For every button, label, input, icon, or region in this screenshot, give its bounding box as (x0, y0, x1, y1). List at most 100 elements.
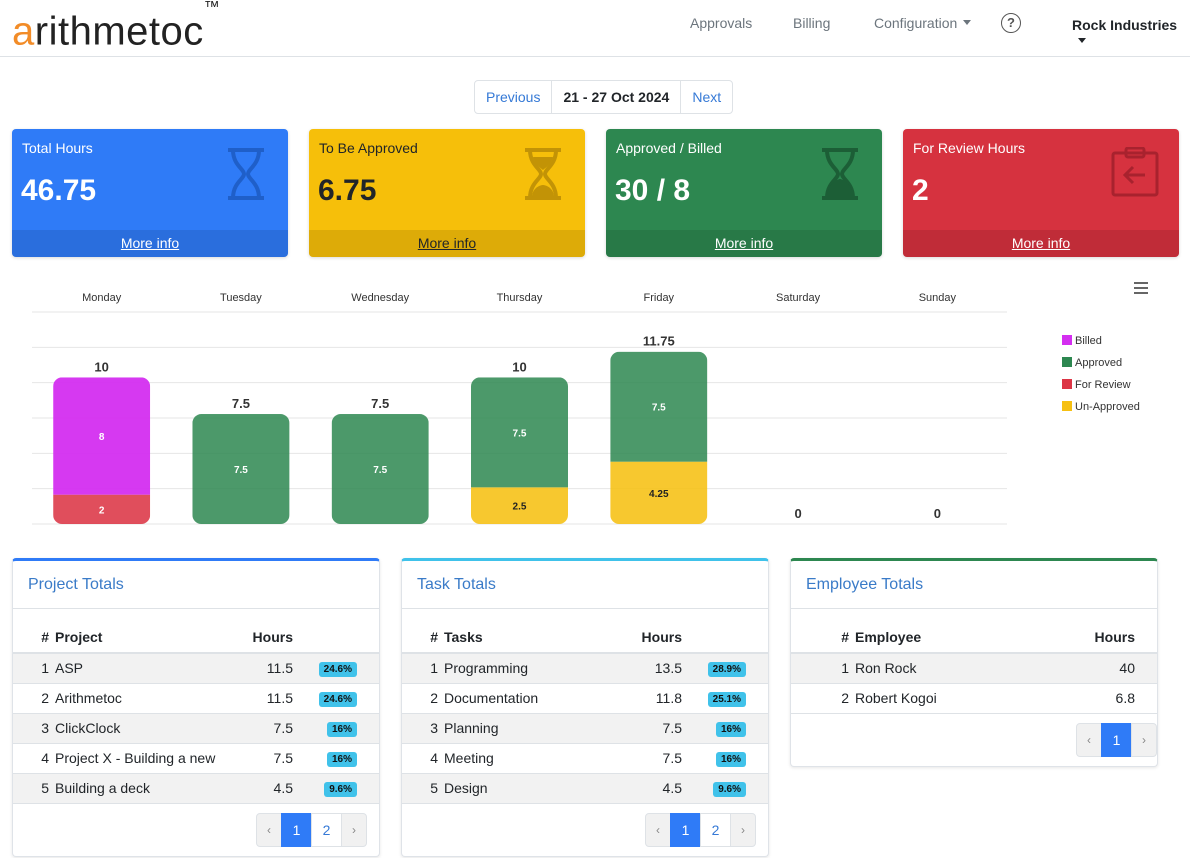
project-totals-table: # Project Hours 1 ASP 11.5 24.6% 2 Arithmetoc… (13, 621, 379, 804)
row-name: Design (444, 773, 622, 804)
pagination-prev[interactable]: ‹ (645, 812, 671, 847)
stat-value: 2 (912, 174, 929, 207)
percent-badge: 24.6% (318, 692, 357, 707)
row-name: Project X - Building a new (55, 743, 233, 774)
percent-badge: 9.6% (324, 782, 357, 797)
bar-segment (53, 377, 151, 495)
company-menu[interactable]: Rock Industries (1072, 17, 1190, 49)
row-name: ClickClock (55, 713, 233, 744)
task-totals-table: # Tasks Hours 1 Programming 13.5 28.9% 2 Docu… (402, 621, 768, 804)
total-label: 10 (94, 359, 108, 374)
total-label: 0 (934, 506, 941, 521)
percent-badge: 16% (715, 722, 746, 737)
row-name: Meeting (444, 743, 622, 774)
data-label: 2.5 (513, 502, 527, 513)
table-row: 2 Documentation 11.8 25.1% (402, 683, 768, 714)
more-info-link[interactable]: More info (903, 230, 1179, 257)
stat-label: For Review Hours (913, 140, 1026, 156)
pagination-prev[interactable]: ‹ (1076, 722, 1102, 757)
row-name: Arithmetoc (55, 683, 233, 714)
stat-value: 30 / 8 (615, 174, 691, 207)
col-tasks: Tasks (444, 621, 622, 654)
row-hours: 7.5 (233, 713, 293, 744)
row-hours: 4.5 (233, 773, 293, 804)
pagination-page[interactable]: 1 (281, 812, 312, 847)
col-number: # (402, 621, 444, 654)
more-info-link[interactable]: More info (606, 230, 882, 257)
stat-label: To Be Approved (319, 140, 418, 156)
table-row: 2 Arithmetoc 11.5 24.6% (13, 683, 379, 714)
row-name: Programming (444, 653, 622, 684)
pagination-prev[interactable]: ‹ (256, 812, 282, 847)
project-totals-panel: Project Totals # Project Hours 1 ASP 11.5 2… (12, 558, 380, 857)
stat-label: Approved / Billed (616, 140, 722, 156)
panel-title: Task Totals (402, 561, 768, 609)
legend-swatch (1062, 379, 1072, 389)
data-label: 7.5 (373, 465, 387, 476)
more-info-link[interactable]: More info (309, 230, 585, 257)
stat-value: 6.75 (318, 174, 377, 207)
nav-billing[interactable]: Billing (793, 15, 831, 31)
pagination-page[interactable]: 2 (700, 812, 731, 847)
clipboard-return-icon (1111, 147, 1159, 197)
bar-segment (471, 377, 568, 488)
legend-swatch (1062, 335, 1072, 345)
nav-approvals[interactable]: Approvals (690, 15, 753, 31)
row-number: 1 (791, 653, 855, 684)
chart-menu-icon[interactable] (1134, 282, 1148, 297)
pagination-page[interactable]: 2 (311, 812, 342, 847)
legend-entry: Un-Approved (1075, 401, 1140, 413)
row-hours: 40 (1077, 653, 1157, 684)
employee-pagination: ‹ 1 › (791, 714, 1157, 766)
percent-badge: 9.6% (713, 782, 746, 797)
stat-for-review: For Review Hours 2 More info (903, 129, 1179, 257)
more-info-link[interactable]: More info (12, 230, 288, 257)
bar-segment (610, 461, 708, 524)
help-icon[interactable]: ? (1001, 13, 1021, 33)
row-number: 2 (13, 683, 55, 714)
total-label: 10 (512, 359, 526, 374)
row-number: 3 (402, 713, 444, 744)
percent-badge: 16% (715, 752, 746, 767)
row-name: Building a deck (55, 773, 233, 804)
bar-segment (471, 487, 568, 524)
row-number: 5 (402, 773, 444, 804)
row-name: Robert Kogoi (855, 683, 1077, 714)
pagination-next[interactable]: › (1131, 722, 1157, 757)
percent-badge: 16% (326, 722, 357, 737)
percent-badge: 24.6% (318, 662, 357, 678)
logo[interactable]: arithmetoc™ (12, 0, 221, 54)
table-row: 2 Robert Kogoi 6.8 (791, 683, 1157, 714)
table-row: 4 Meeting 7.5 16% (402, 743, 768, 774)
percent-badge: 16% (326, 752, 357, 767)
next-week-button[interactable]: Next (692, 89, 722, 105)
table-row: 5 Building a deck 4.5 9.6% (13, 773, 379, 804)
row-hours: 4.5 (622, 773, 682, 804)
table-row: 1 ASP 11.5 24.6% (13, 653, 379, 684)
legend-entry: Approved (1075, 357, 1122, 369)
row-number: 2 (791, 683, 855, 714)
pagination-page[interactable]: 1 (1101, 722, 1132, 757)
table-row: 1 Programming 13.5 28.9% (402, 653, 768, 684)
x-tick-label: Wednesday (351, 292, 409, 304)
previous-week-button[interactable]: Previous (486, 89, 541, 105)
col-number: # (791, 621, 855, 654)
x-tick-label: Friday (644, 292, 675, 304)
col-employee: Employee (855, 621, 1077, 654)
nav-configuration[interactable]: Configuration (874, 15, 972, 31)
navbar: arithmetoc™ Approvals Billing Configurat… (0, 0, 1190, 57)
table-row: 5 Design 4.5 9.6% (402, 773, 768, 804)
bar-segment (53, 494, 151, 524)
row-hours: 7.5 (233, 743, 293, 774)
hourglass-empty-icon (228, 148, 264, 200)
col-project: Project (55, 621, 233, 654)
legend-swatch (1062, 401, 1072, 411)
stat-approved-billed: Approved / Billed 30 / 8 More info (606, 129, 882, 257)
pagination-next[interactable]: › (341, 812, 367, 847)
row-hours: 7.5 (622, 743, 682, 774)
x-tick-label: Thursday (497, 292, 543, 304)
pagination-page[interactable]: 1 (670, 812, 701, 847)
x-tick-label: Tuesday (220, 292, 262, 304)
week-range: 21 - 27 Oct 2024 (551, 81, 682, 113)
pagination-next[interactable]: › (730, 812, 756, 847)
